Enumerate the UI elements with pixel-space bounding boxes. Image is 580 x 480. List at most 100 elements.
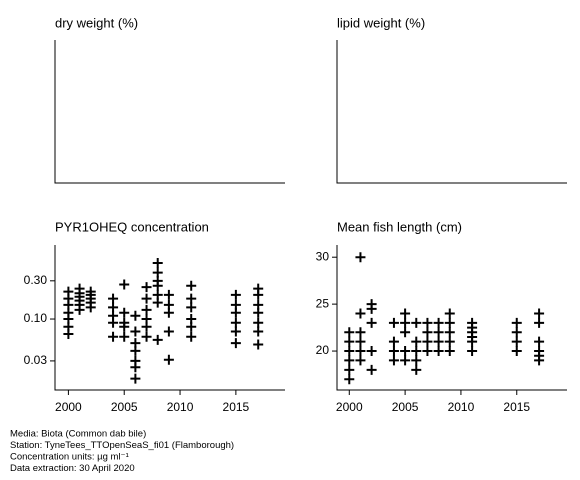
data-point	[355, 346, 366, 357]
data-point	[344, 346, 355, 357]
axis	[54, 245, 285, 391]
data-point	[400, 355, 411, 366]
data-point	[230, 289, 241, 300]
data-point	[511, 346, 522, 357]
panel-title: lipid weight (%)	[337, 15, 425, 30]
panel-title: Mean fish length (cm)	[337, 219, 462, 234]
data-point	[108, 302, 119, 313]
data-point	[355, 327, 366, 338]
data-point	[152, 334, 163, 345]
y-tick-label: 25	[316, 296, 330, 310]
data-point	[119, 321, 130, 332]
data-point	[230, 338, 241, 349]
data-point	[511, 317, 522, 328]
data-point	[355, 336, 366, 347]
data-point	[119, 331, 130, 342]
data-point	[444, 327, 455, 338]
data-point	[422, 317, 433, 328]
data-point	[534, 317, 545, 328]
y-tick-label: 0.03	[24, 353, 48, 367]
data-point	[163, 289, 174, 300]
data-point	[253, 326, 264, 337]
data-point	[366, 317, 377, 328]
x-tick-label: 2000	[336, 400, 363, 414]
x-tick-label: 2000	[55, 400, 82, 414]
data-point	[119, 307, 130, 318]
data-point	[400, 308, 411, 319]
footer-line: Data extraction: 30 April 2020	[10, 463, 135, 474]
data-point	[163, 326, 174, 337]
data-point	[467, 336, 478, 347]
data-point	[141, 321, 152, 332]
y-tick-label: 0.10	[24, 311, 48, 325]
x-tick-label: 2015	[223, 400, 250, 414]
data-point	[253, 339, 264, 350]
panel-title: dry weight (%)	[55, 15, 138, 30]
data-point	[411, 317, 422, 328]
x-tick-label: 2015	[503, 400, 530, 414]
axis	[336, 40, 567, 184]
data-point	[355, 308, 366, 319]
x-tick-label: 2005	[111, 400, 138, 414]
data-point	[444, 317, 455, 328]
x-tick-label: 2005	[392, 400, 419, 414]
data-point	[400, 317, 411, 328]
data-point	[108, 331, 119, 342]
data-point	[534, 336, 545, 347]
data-point	[467, 346, 478, 357]
data-point	[534, 308, 545, 319]
data-point	[433, 346, 444, 357]
data-point	[152, 297, 163, 308]
axis	[336, 245, 567, 391]
data-point	[130, 373, 141, 384]
data-point	[344, 355, 355, 366]
data-point	[130, 345, 141, 356]
data-point	[388, 336, 399, 347]
data-point	[186, 293, 197, 304]
data-point	[388, 346, 399, 357]
data-point	[366, 364, 377, 375]
data-point	[230, 317, 241, 328]
data-point	[108, 317, 119, 328]
data-point	[186, 321, 197, 332]
data-point	[534, 355, 545, 366]
data-point	[444, 346, 455, 357]
footer-line: Media: Biota (Common dab bile)	[10, 429, 146, 440]
data-point	[511, 327, 522, 338]
footer-line: Station: TyneTees_TTOpenSeaS_fi01 (Flamb…	[10, 440, 234, 451]
data-point	[186, 280, 197, 291]
data-point	[253, 307, 264, 318]
data-point	[253, 317, 264, 328]
y-tick-label: 30	[316, 249, 330, 263]
data-point	[152, 258, 163, 269]
y-tick-label: 0.30	[24, 273, 48, 287]
x-tick-label: 2010	[167, 400, 194, 414]
data-point	[366, 346, 377, 357]
data-point	[108, 293, 119, 304]
footer-line: Concentration units: µg ml⁻¹	[10, 452, 129, 463]
data-point	[433, 327, 444, 338]
data-point	[141, 293, 152, 304]
data-point	[355, 355, 366, 366]
data-point	[130, 310, 141, 321]
data-point	[388, 355, 399, 366]
data-point	[422, 336, 433, 347]
data-point	[163, 307, 174, 318]
data-point	[74, 304, 85, 315]
y-tick-label: 20	[316, 343, 330, 357]
data-point	[366, 303, 377, 314]
data-point	[130, 362, 141, 373]
data-point	[422, 327, 433, 338]
data-point	[152, 280, 163, 291]
data-point	[186, 302, 197, 313]
data-point	[411, 346, 422, 357]
data-point	[230, 326, 241, 337]
data-point	[230, 307, 241, 318]
data-point	[130, 326, 141, 337]
data-point	[511, 336, 522, 347]
data-point	[411, 364, 422, 375]
axis	[54, 40, 285, 184]
data-point	[433, 317, 444, 328]
data-point	[141, 304, 152, 315]
